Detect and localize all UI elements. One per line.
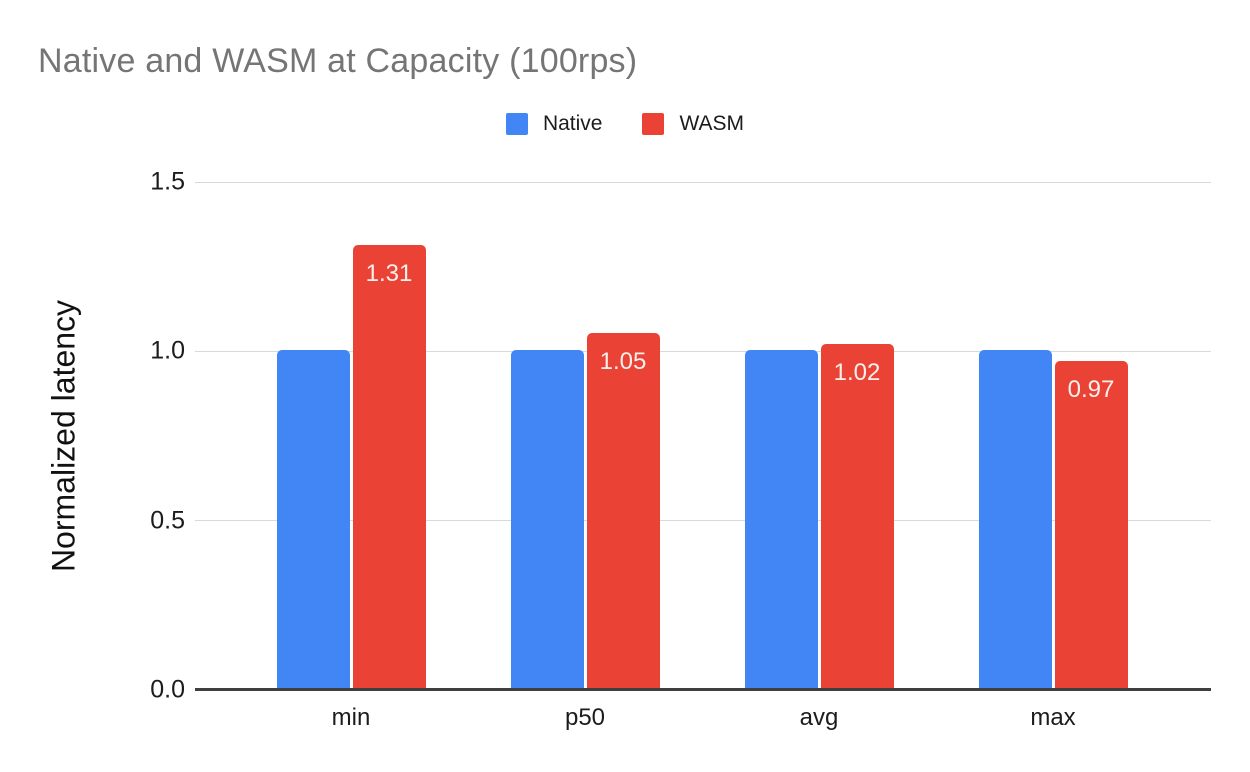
bar-wasm-max: 0.97 — [1054, 360, 1128, 689]
legend-swatch-native-icon — [505, 113, 528, 135]
bar-wasm-min: 1.31 — [352, 245, 426, 689]
bar-native-avg — [744, 350, 818, 689]
gridline-1.0 — [195, 350, 1211, 352]
chart-title: Native and WASM at Capacity (100rps) — [38, 42, 638, 80]
x-category-label-min: min — [331, 704, 371, 731]
x-category-label-avg: avg — [799, 704, 839, 731]
y-tick-label-1.0: 1.0 — [150, 336, 185, 365]
bar-value-label-p50: 1.05 — [599, 348, 647, 376]
legend-item-wasm: WASM — [642, 112, 744, 136]
y-tick-label-0.5: 0.5 — [150, 506, 185, 535]
x-category-label-max: max — [1030, 704, 1076, 731]
legend-label-native: Native — [542, 112, 603, 135]
legend-label-wasm: WASM — [679, 112, 745, 135]
gridline-1.5 — [195, 181, 1211, 183]
y-tick-label-1.5: 1.5 — [150, 167, 185, 196]
bar-native-p50 — [510, 350, 584, 689]
bar-wasm-avg: 1.02 — [820, 343, 894, 689]
x-axis-line — [195, 688, 1211, 691]
legend-item-native: Native — [505, 112, 603, 136]
gridline-0.5 — [195, 520, 1211, 522]
y-tick-label-0.0: 0.0 — [150, 675, 185, 704]
legend-swatch-wasm-icon — [642, 113, 665, 135]
bar-native-min — [276, 350, 350, 689]
bar-native-max — [978, 350, 1052, 689]
x-category-label-p50: p50 — [564, 704, 606, 731]
y-axis-title: Normalized latency — [45, 299, 82, 573]
legend: Native WASM — [0, 112, 1250, 136]
bar-value-label-avg: 1.02 — [833, 358, 881, 386]
plot-area: 1.31 1.05 1.02 0.97 — [195, 181, 1211, 691]
bar-value-label-max: 0.97 — [1067, 375, 1115, 403]
bar-wasm-p50: 1.05 — [586, 333, 660, 689]
bar-value-label-min: 1.31 — [365, 260, 413, 288]
